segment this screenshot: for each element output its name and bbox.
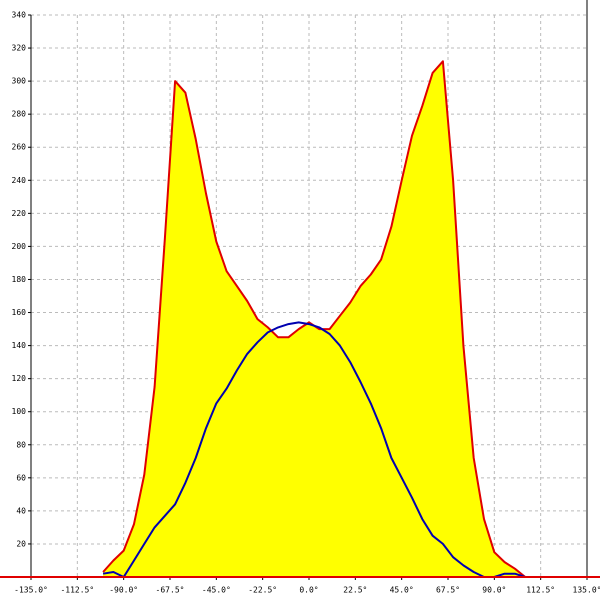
- area: [103, 61, 526, 578]
- y-tick-label: 300: [12, 77, 27, 86]
- x-tick-label: 0.0°: [299, 586, 318, 595]
- y-tick-label: 60: [16, 473, 26, 482]
- y-tick-label: 180: [12, 275, 27, 284]
- y-tick-label: 100: [12, 407, 27, 416]
- x-tick-label: 135.0°: [573, 586, 600, 595]
- y-tick-label: 260: [12, 143, 27, 152]
- y-tick-label: 340: [12, 11, 27, 20]
- y-tick-label: 160: [12, 308, 27, 317]
- x-tick-label: -67.5°: [156, 586, 185, 595]
- y-tick-label: 80: [16, 440, 26, 449]
- y-tick-label: 240: [12, 176, 27, 185]
- y-tick-label: 20: [16, 539, 26, 548]
- x-tick-label: -112.5°: [60, 586, 94, 595]
- x-tick-label: 22.5°: [343, 586, 367, 595]
- y-tick-label: 40: [16, 506, 26, 515]
- x-tick-label: -135.0°: [14, 586, 48, 595]
- y-tick-label: 280: [12, 110, 27, 119]
- y-tick-label: 220: [12, 209, 27, 218]
- x-tick-label: 67.5°: [436, 586, 460, 595]
- y-tick-label: 320: [12, 44, 27, 53]
- x-tick-label: -90.0°: [109, 586, 138, 595]
- line: [102, 321, 526, 578]
- x-tick-label: -45.0°: [202, 586, 231, 595]
- x-tick-label: 90.0°: [482, 586, 506, 595]
- x-tick-label: 112.5°: [526, 586, 555, 595]
- y-tick-label: 200: [12, 242, 27, 251]
- x-tick-label: -22.5°: [248, 586, 277, 595]
- x-tick-label: 45.0°: [390, 586, 414, 595]
- y-tick-label: 140: [12, 341, 27, 350]
- y-tick-label: 120: [12, 374, 27, 383]
